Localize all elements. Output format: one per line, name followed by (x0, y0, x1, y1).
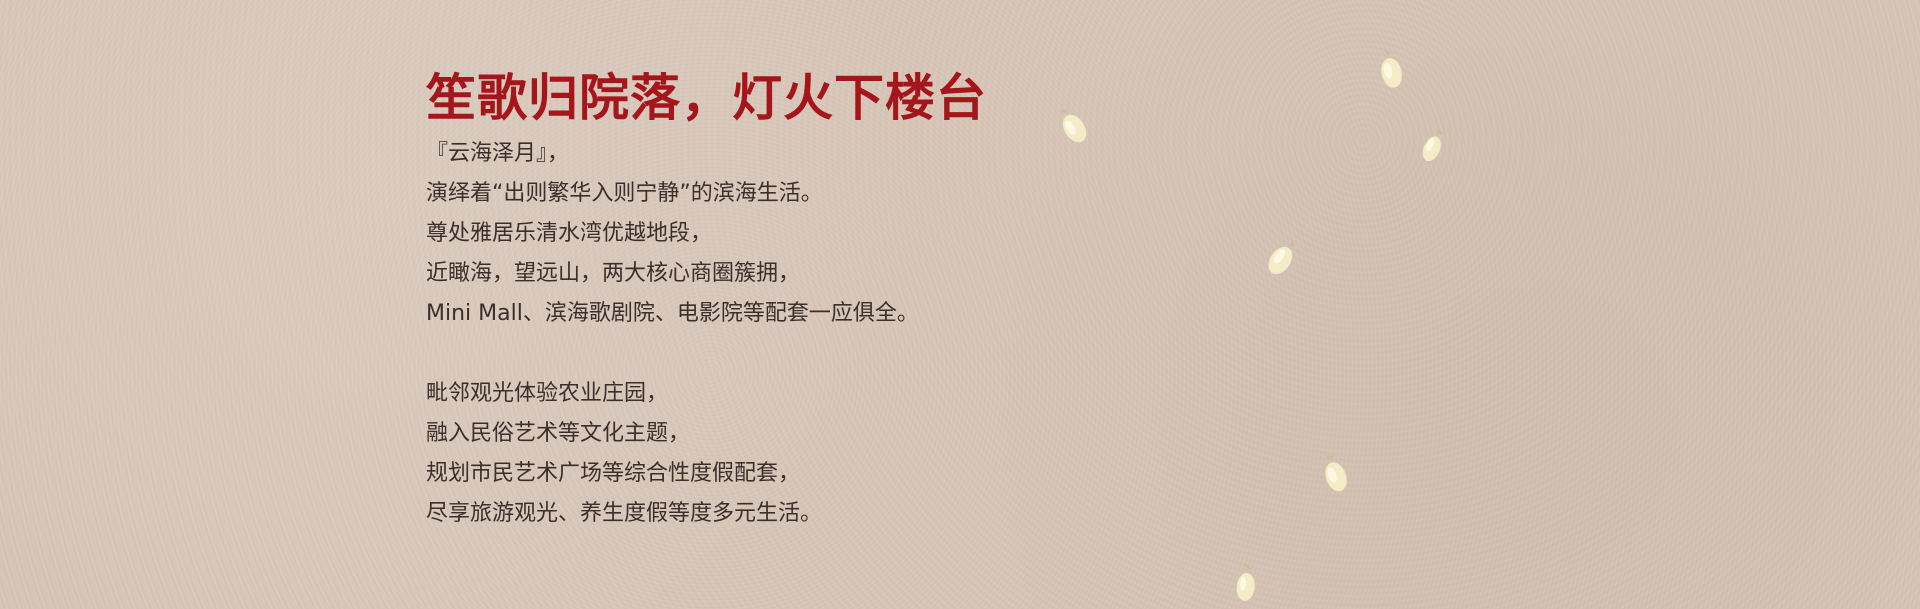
paragraph-1: 『云海泽月』， 演绎着“出则繁华入则宁静”的滨海生活。 尊处雅居乐清水湾优越地段… (426, 134, 1126, 334)
text-line: 近瞰海，望远山，两大核心商圈簇拥， (426, 261, 801, 286)
text-line: 尽享旅游观光、养生度假等度多元生活。 (426, 501, 823, 526)
paragraph-2: 毗邻观光体验农业庄园， 融入民俗艺术等文化主题， 规划市民艺术广场等综合性度假配… (426, 374, 1126, 534)
petal-icon (1236, 563, 1255, 601)
petal-icon (1268, 238, 1295, 275)
petal-icon (1324, 455, 1347, 492)
page-title: 笙歌归院落，灯火下楼台 (426, 69, 987, 127)
text-line: 毗邻观光体验农业庄园， (426, 381, 669, 406)
text-line: 『云海泽月』， (426, 141, 570, 166)
petal-icon (1381, 50, 1402, 88)
text-line: 演绎着“出则繁华入则宁静”的滨海生活。 (426, 181, 823, 206)
article: 笙歌归院落，灯火下楼台 『云海泽月』， 演绎着“出则繁华入则宁静”的滨海生活。 … (426, 66, 1126, 534)
petal-icon (1059, 109, 1087, 143)
text-line: 尊处雅居乐清水湾优越地段， (426, 221, 713, 246)
text-line: 规划市民艺术广场等综合性度假配套， (426, 461, 801, 486)
text-line: Mini Mall、滨海歌剧院、电影院等配套一应俱全。 (426, 301, 919, 326)
petal-icon (1422, 127, 1443, 162)
text-line: 融入民俗艺术等文化主题， (426, 421, 691, 446)
